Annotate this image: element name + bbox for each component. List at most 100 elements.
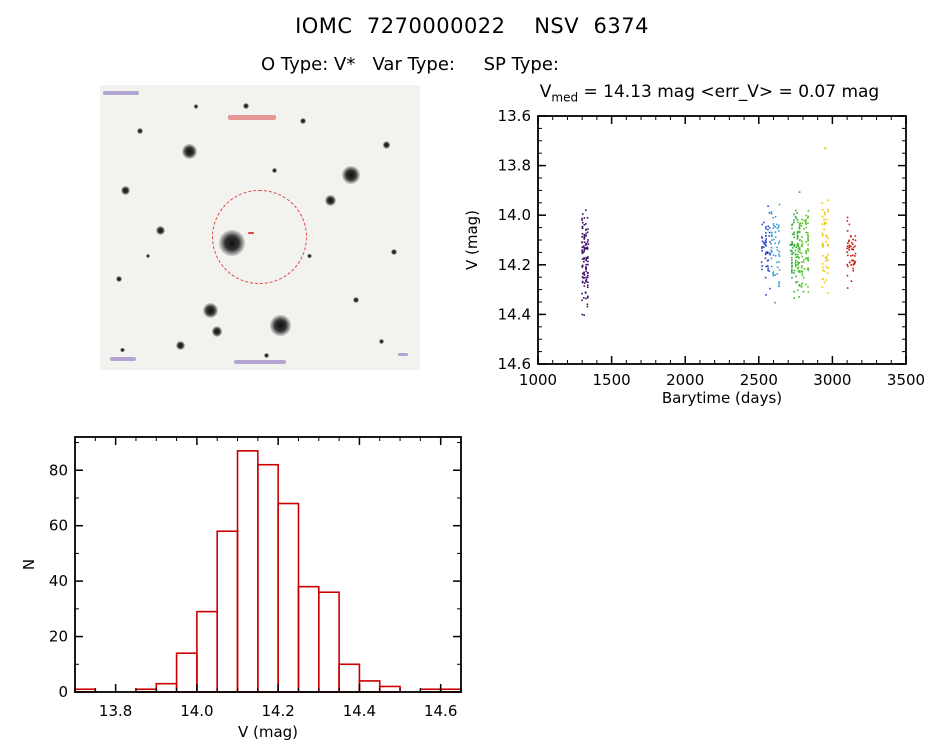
data-point [850,259,853,262]
data-point [807,217,809,219]
data-point [791,266,793,268]
data-point [774,231,777,233]
data-point [796,234,799,237]
data-point [827,208,829,211]
data-point [825,222,827,225]
data-point [796,236,799,239]
data-point [581,217,583,220]
data-point [777,242,780,245]
data-point [778,230,780,232]
data-point [583,257,585,259]
data-point [767,205,769,208]
data-point [794,261,797,264]
data-point [793,243,796,246]
histogram-bar [297,585,320,693]
data-point [771,231,773,234]
data-point [583,217,586,219]
data-point [846,245,849,247]
data-point [807,258,809,261]
data-point [585,266,588,269]
data-point [848,239,850,242]
annotation-mark [397,352,408,356]
data-point [583,274,586,276]
data-point [805,241,808,243]
data-point [821,243,824,246]
star-blob [325,195,336,206]
data-point [585,257,587,260]
data-point [587,260,589,263]
data-point [768,252,771,255]
data-point [795,246,797,249]
data-point [774,255,777,257]
data-point [827,267,830,269]
data-point [585,297,587,300]
data-point [764,239,767,242]
data-points [581,147,857,316]
data-point [772,238,775,241]
data-point [585,280,587,282]
data-point [586,296,589,299]
data-point [793,221,795,224]
data-point [802,277,805,279]
data-point [586,246,589,249]
data-point [587,256,589,258]
data-point [805,251,808,254]
data-point [769,287,771,290]
histogram-bar [155,682,178,693]
data-point [825,279,827,281]
data-point [772,227,775,230]
data-point [796,253,799,256]
data-point [807,215,809,218]
data-point [765,226,767,228]
data-point [807,269,810,272]
data-point [769,241,771,243]
data-point [803,259,805,261]
data-point [800,286,803,288]
data-point [581,280,584,283]
data-point [807,210,810,212]
data-point [764,276,767,279]
x-tick-label: 3000 [813,371,851,389]
data-point [778,261,780,263]
data-point [760,261,763,263]
data-point [791,241,793,243]
data-point [849,245,852,248]
data-point [768,270,771,272]
data-point [802,290,805,293]
data-point [850,248,853,250]
data-point [584,292,587,294]
data-point [791,259,793,261]
data-point [581,241,583,244]
data-point [585,223,587,225]
data-point [762,241,765,244]
data-point [798,284,800,286]
data-point [807,239,809,242]
data-point [848,246,851,248]
data-point [585,259,587,262]
data-point [793,245,796,247]
data-point [793,219,795,222]
data-point [822,255,824,257]
data-point [789,244,792,246]
star-blob [272,168,277,173]
data-point [583,241,586,243]
data-point [822,278,824,280]
data-point [791,261,793,264]
data-point [807,249,810,252]
data-point [778,250,781,253]
data-point [586,303,589,306]
data-point [770,243,772,245]
data-point [793,213,795,216]
data-point [846,230,849,232]
data-point [825,234,828,237]
data-point [798,223,801,226]
data-point [848,249,850,251]
data-point [850,280,853,283]
y-tick-label: 20 [49,628,68,646]
data-point [846,242,849,245]
data-point [583,236,586,239]
data-point [852,267,854,270]
data-point [793,269,796,272]
y-tick-label: 14.4 [498,305,531,323]
data-point [800,261,803,263]
